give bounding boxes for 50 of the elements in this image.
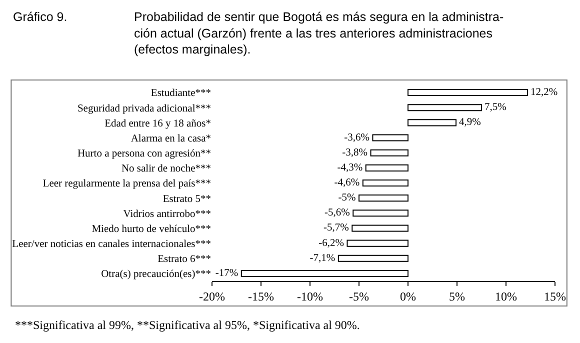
data-label: -3,6% — [344, 132, 370, 144]
y-tick-label: Seguridad privada adicional*** — [77, 103, 211, 114]
bar — [240, 270, 408, 277]
data-label: 4,9% — [459, 117, 482, 128]
data-label: 7,5% — [484, 102, 507, 114]
x-tick-label: -20% — [199, 289, 225, 304]
y-tick-label: Estudiante*** — [150, 88, 211, 100]
bar — [370, 149, 408, 156]
x-tick-label: 0% — [400, 289, 416, 304]
data-label: -5% — [338, 192, 356, 204]
bar — [372, 134, 408, 142]
x-tick-label: 5% — [449, 289, 465, 304]
x-tick-label: 10% — [495, 289, 517, 304]
bar — [338, 254, 408, 262]
bar — [352, 224, 408, 232]
text: Gráfico 9. — [13, 10, 68, 24]
x-tick-label: 15% — [544, 289, 566, 304]
y-tick-label: Leer/ver noticias en canales internacionales*** — [12, 238, 211, 250]
y-tick-label: No salir de noche*** — [121, 164, 211, 175]
chart-subtitle: Probabilidad de sentir que Bogotá es más segura en la administra- ción actual (Garzón) frente a las tres anteriores administraciones (efectos marginales). — [134, 10, 504, 56]
bar — [365, 164, 408, 172]
y-tick-label: Estrato 5** — [162, 194, 211, 205]
bar — [346, 240, 408, 247]
data-label: -5,6% — [324, 208, 350, 219]
x-tick-label: -10% — [297, 289, 323, 304]
x-tick-label: -5% — [349, 289, 369, 304]
y-tick-label: Hurto a persona con agresión** — [77, 148, 211, 160]
bar — [362, 179, 408, 187]
bar — [352, 210, 408, 217]
y-tick-label: Otra(s) precaución(es)*** — [101, 269, 211, 280]
bar — [408, 119, 457, 126]
data-label: -6,2% — [318, 238, 344, 249]
y-tick-label: Leer regularmente la prensa del país*** — [42, 178, 211, 190]
data-label: -5,7% — [324, 222, 350, 234]
bar — [408, 89, 528, 96]
data-label: -17% — [215, 268, 238, 279]
data-label: -4,6% — [334, 178, 360, 188]
bar — [358, 194, 408, 202]
y-tick-label: Edad entre 16 y 18 años* — [104, 118, 211, 130]
data-label: -3,8% — [342, 147, 368, 158]
y-tick-label: Estrato 6*** — [158, 254, 211, 266]
bar — [408, 104, 482, 112]
data-label: -4,3% — [337, 162, 363, 174]
y-tick-label: Alarma en la casa* — [130, 133, 211, 144]
y-tick-label: Miedo hurto de vehículo*** — [92, 224, 211, 235]
y-tick-label: Vidrios antirrobo*** — [123, 208, 211, 220]
text: ***Significativa al 99%, **Significativa al 95%, *Significativa al 90%. — [15, 318, 360, 332]
x-tick-label: -15% — [248, 289, 274, 304]
data-label: 12,2% — [530, 87, 558, 98]
data-label: -7,1% — [310, 252, 336, 264]
